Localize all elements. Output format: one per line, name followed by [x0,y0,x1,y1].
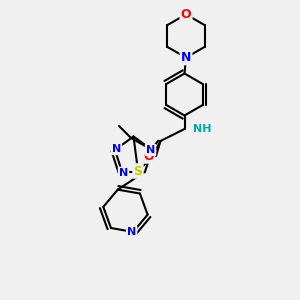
Text: N: N [146,145,155,155]
Text: N: N [119,168,128,178]
Text: O: O [181,8,191,21]
Text: N: N [181,51,191,64]
Text: NH: NH [194,124,212,134]
Text: N: N [127,227,136,237]
Text: N: N [112,144,121,154]
Text: O: O [143,149,154,163]
Text: S: S [134,164,142,178]
